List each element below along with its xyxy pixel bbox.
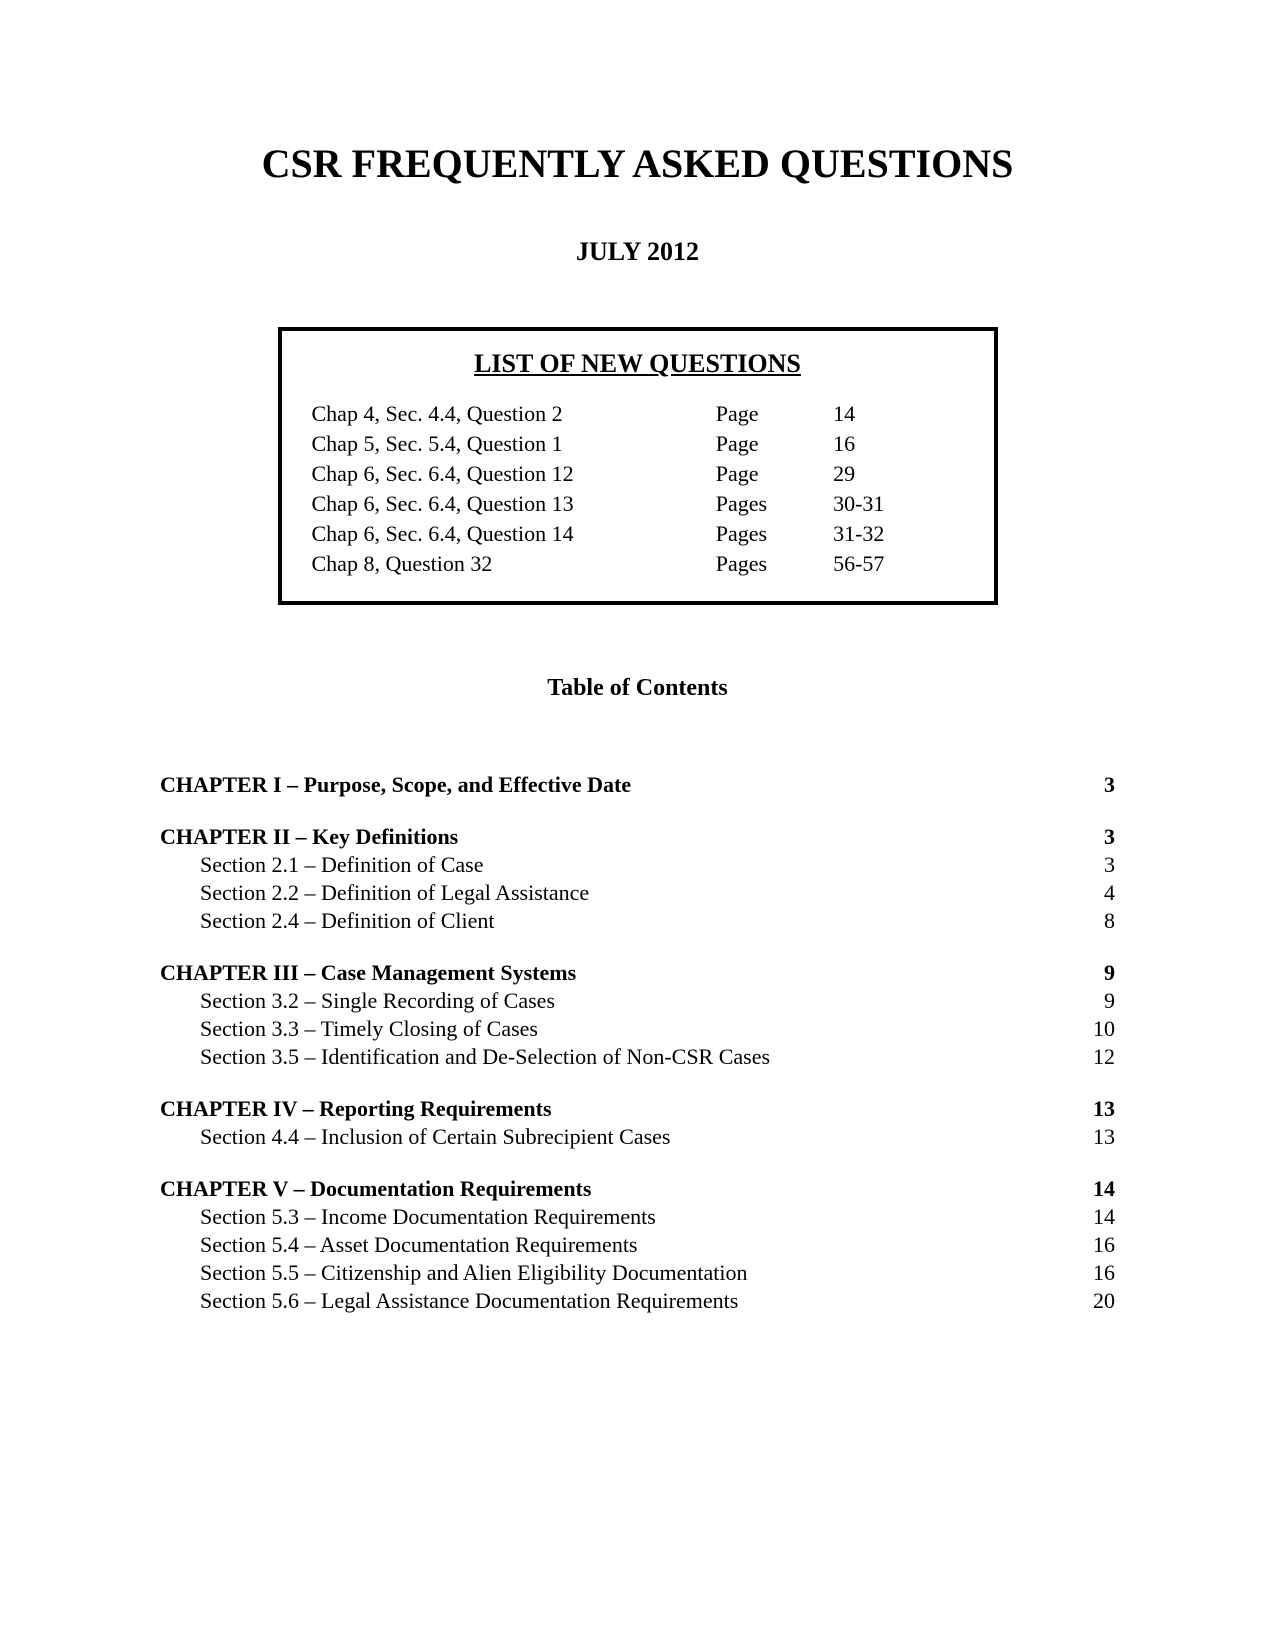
toc-section: Section 2.2 – Definition of Legal Assist… bbox=[160, 880, 1115, 906]
toc-entry-page: 16 bbox=[1081, 1260, 1115, 1286]
toc-entry-page: 3 bbox=[1081, 772, 1115, 798]
toc-entry-page: 9 bbox=[1081, 960, 1115, 986]
toc-section: Section 3.2 – Single Recording of Cases 9 bbox=[160, 988, 1115, 1014]
new-question-ref: Chap 6, Sec. 6.4, Question 14 bbox=[312, 519, 716, 549]
toc-entry-page: 14 bbox=[1081, 1204, 1115, 1230]
toc-entry-label: Section 3.3 – Timely Closing of Cases bbox=[200, 1016, 538, 1042]
new-question-pages: 56-57 bbox=[833, 549, 963, 579]
toc-entry-label: Section 2.2 – Definition of Legal Assist… bbox=[200, 880, 589, 906]
new-questions-heading: LIST OF NEW QUESTIONS bbox=[312, 349, 964, 379]
toc-section: Section 4.4 – Inclusion of Certain Subre… bbox=[160, 1124, 1115, 1150]
toc-gap bbox=[160, 936, 1115, 958]
toc-chapter: CHAPTER IV – Reporting Requirements 13 bbox=[160, 1096, 1115, 1122]
toc-entry-page: 20 bbox=[1081, 1288, 1115, 1314]
new-questions-table: Chap 4, Sec. 4.4, Question 2Page14Chap 5… bbox=[312, 399, 964, 579]
document-page: CSR FREQUENTLY ASKED QUESTIONS JULY 2012… bbox=[0, 0, 1275, 1650]
new-question-row: Chap 4, Sec. 4.4, Question 2Page14 bbox=[312, 399, 964, 429]
toc-entry-page: 13 bbox=[1081, 1096, 1115, 1122]
toc-entry-page: 14 bbox=[1081, 1176, 1115, 1202]
toc-entry-page: 3 bbox=[1081, 852, 1115, 878]
new-questions-box: LIST OF NEW QUESTIONS Chap 4, Sec. 4.4, … bbox=[278, 327, 998, 605]
toc-section: Section 2.4 – Definition of Client 8 bbox=[160, 908, 1115, 934]
new-question-row: Chap 6, Sec. 6.4, Question 12Page29 bbox=[312, 459, 964, 489]
toc-chapter: CHAPTER III – Case Management Systems 9 bbox=[160, 960, 1115, 986]
table-of-contents: CHAPTER I – Purpose, Scope, and Effectiv… bbox=[160, 772, 1115, 1314]
toc-entry-label: CHAPTER II – Key Definitions bbox=[160, 824, 458, 850]
toc-section: Section 5.4 – Asset Documentation Requir… bbox=[160, 1232, 1115, 1258]
toc-chapter: CHAPTER II – Key Definitions 3 bbox=[160, 824, 1115, 850]
new-question-ref: Chap 5, Sec. 5.4, Question 1 bbox=[312, 429, 716, 459]
toc-entry-label: CHAPTER V – Documentation Requirements bbox=[160, 1176, 591, 1202]
toc-heading: Table of Contents bbox=[160, 675, 1115, 702]
new-question-ref: Chap 4, Sec. 4.4, Question 2 bbox=[312, 399, 716, 429]
toc-gap bbox=[160, 1072, 1115, 1094]
toc-entry-page: 8 bbox=[1081, 908, 1115, 934]
toc-section: Section 3.5 – Identification and De-Sele… bbox=[160, 1044, 1115, 1070]
toc-entry-label: CHAPTER I – Purpose, Scope, and Effectiv… bbox=[160, 772, 631, 798]
new-question-page-label: Page bbox=[716, 429, 833, 459]
toc-entry-label: Section 5.3 – Income Documentation Requi… bbox=[200, 1204, 656, 1230]
toc-entry-label: Section 2.1 – Definition of Case bbox=[200, 852, 484, 878]
toc-section: Section 5.6 – Legal Assistance Documenta… bbox=[160, 1288, 1115, 1314]
toc-entry-page: 10 bbox=[1081, 1016, 1115, 1042]
toc-section: Section 3.3 – Timely Closing of Cases 10 bbox=[160, 1016, 1115, 1042]
new-question-ref: Chap 6, Sec. 6.4, Question 12 bbox=[312, 459, 716, 489]
document-title: CSR FREQUENTLY ASKED QUESTIONS bbox=[160, 140, 1115, 187]
toc-gap bbox=[160, 1152, 1115, 1174]
document-subtitle: JULY 2012 bbox=[160, 237, 1115, 267]
new-question-ref: Chap 8, Question 32 bbox=[312, 549, 716, 579]
toc-entry-label: Section 5.5 – Citizenship and Alien Elig… bbox=[200, 1260, 748, 1286]
toc-entry-label: Section 2.4 – Definition of Client bbox=[200, 908, 495, 934]
toc-entry-label: Section 5.4 – Asset Documentation Requir… bbox=[200, 1232, 638, 1258]
toc-entry-label: CHAPTER III – Case Management Systems bbox=[160, 960, 576, 986]
new-question-row: Chap 8, Question 32Pages56-57 bbox=[312, 549, 964, 579]
new-question-page-label: Page bbox=[716, 399, 833, 429]
new-question-pages: 31-32 bbox=[833, 519, 963, 549]
toc-entry-label: CHAPTER IV – Reporting Requirements bbox=[160, 1096, 552, 1122]
toc-chapter: CHAPTER V – Documentation Requirements 14 bbox=[160, 1176, 1115, 1202]
new-question-pages: 29 bbox=[833, 459, 963, 489]
toc-entry-label: Section 5.6 – Legal Assistance Documenta… bbox=[200, 1288, 738, 1314]
toc-entry-page: 9 bbox=[1081, 988, 1115, 1014]
toc-entry-page: 13 bbox=[1081, 1124, 1115, 1150]
new-question-page-label: Page bbox=[716, 459, 833, 489]
new-question-pages: 14 bbox=[833, 399, 963, 429]
toc-entry-label: Section 4.4 – Inclusion of Certain Subre… bbox=[200, 1124, 670, 1150]
new-question-page-label: Pages bbox=[716, 519, 833, 549]
toc-entry-page: 12 bbox=[1081, 1044, 1115, 1070]
new-question-pages: 16 bbox=[833, 429, 963, 459]
toc-entry-label: Section 3.5 – Identification and De-Sele… bbox=[200, 1044, 770, 1070]
toc-entry-page: 4 bbox=[1081, 880, 1115, 906]
new-question-page-label: Pages bbox=[716, 549, 833, 579]
new-question-row: Chap 6, Sec. 6.4, Question 14Pages31-32 bbox=[312, 519, 964, 549]
toc-section: Section 5.3 – Income Documentation Requi… bbox=[160, 1204, 1115, 1230]
new-question-row: Chap 6, Sec. 6.4, Question 13Pages30-31 bbox=[312, 489, 964, 519]
toc-section: Section 2.1 – Definition of Case 3 bbox=[160, 852, 1115, 878]
toc-chapter: CHAPTER I – Purpose, Scope, and Effectiv… bbox=[160, 772, 1115, 798]
new-question-ref: Chap 6, Sec. 6.4, Question 13 bbox=[312, 489, 716, 519]
toc-entry-page: 16 bbox=[1081, 1232, 1115, 1258]
new-question-page-label: Pages bbox=[716, 489, 833, 519]
toc-gap bbox=[160, 800, 1115, 822]
new-question-pages: 30-31 bbox=[833, 489, 963, 519]
toc-entry-label: Section 3.2 – Single Recording of Cases bbox=[200, 988, 555, 1014]
toc-section: Section 5.5 – Citizenship and Alien Elig… bbox=[160, 1260, 1115, 1286]
new-question-row: Chap 5, Sec. 5.4, Question 1Page16 bbox=[312, 429, 964, 459]
toc-entry-page: 3 bbox=[1081, 824, 1115, 850]
